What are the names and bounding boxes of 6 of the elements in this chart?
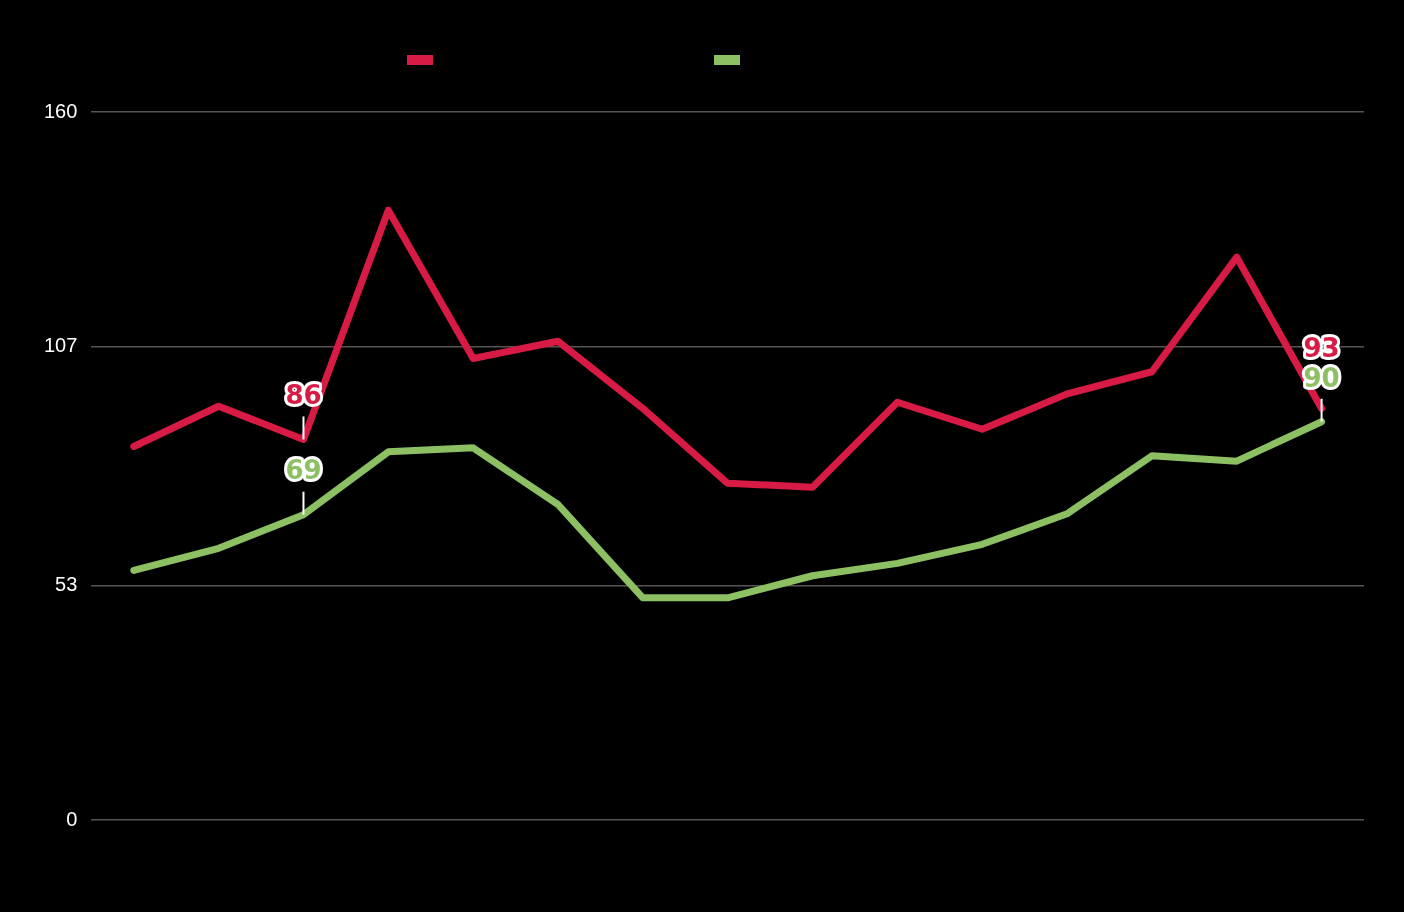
data-label: 69 [285, 455, 322, 486]
y-tick-label: 0 [66, 807, 78, 830]
y-tick-label: 107 [43, 334, 78, 357]
y-tick-label: 160 [43, 99, 78, 122]
y-tick-label: 53 [55, 572, 78, 595]
data-label: 93 [1303, 332, 1340, 363]
